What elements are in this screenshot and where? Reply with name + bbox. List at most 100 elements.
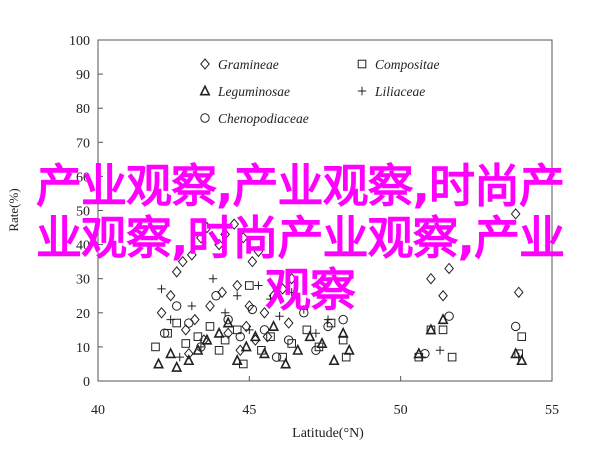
- point-plus: [435, 346, 445, 355]
- point-square: [214, 346, 224, 355]
- point-triangle: [343, 343, 355, 355]
- point-plus: [157, 284, 166, 294]
- point-triangle: [280, 357, 292, 369]
- point-diamond: [247, 255, 258, 268]
- point-square: [205, 322, 215, 331]
- point-diamond: [438, 289, 448, 302]
- x-tick-label: 45: [242, 403, 256, 418]
- point-triangle: [316, 337, 328, 348]
- legend-marker-square: [357, 59, 367, 69]
- point-circle: [184, 318, 194, 328]
- legend-label-compositae: Compositae: [375, 57, 440, 72]
- point-circle: [271, 352, 282, 362]
- point-square: [220, 335, 230, 345]
- point-plus: [208, 274, 218, 283]
- point-triangle: [153, 357, 165, 369]
- point-diamond: [513, 286, 524, 299]
- point-diamond: [229, 218, 240, 230]
- point-circle: [444, 311, 454, 321]
- point-plus: [254, 281, 263, 290]
- point-circle: [420, 349, 430, 359]
- point-circle: [283, 335, 294, 345]
- point-plus: [196, 342, 206, 352]
- watermark-line-1: 产业观察,产业观察,时尚产: [36, 159, 565, 213]
- point-plus: [166, 315, 175, 324]
- legend-label-leguminosae: Leguminosae: [217, 84, 290, 99]
- point-diamond: [232, 279, 243, 292]
- point-triangle: [249, 330, 261, 342]
- point-square: [517, 332, 527, 341]
- legend-marker-plus: [357, 86, 367, 96]
- point-circle: [510, 321, 521, 332]
- point-plus: [287, 288, 296, 297]
- point-plus: [311, 329, 321, 338]
- point-square: [181, 339, 191, 348]
- y-tick-label: 20: [76, 307, 90, 322]
- series-chenopodiaceae: [159, 291, 521, 362]
- point-triangle: [183, 354, 195, 366]
- point-square: [266, 332, 275, 341]
- point-plus: [514, 352, 523, 362]
- point-triangle: [258, 347, 270, 359]
- point-triangle: [328, 354, 340, 366]
- point-triangle: [292, 343, 304, 355]
- x-axis: 40 45 50 55: [91, 376, 559, 418]
- point-circle: [159, 328, 170, 338]
- y-tick-label: 100: [69, 34, 90, 49]
- point-square: [151, 342, 160, 352]
- point-diamond: [286, 272, 297, 285]
- point-square: [447, 352, 457, 362]
- point-plus: [266, 294, 275, 304]
- watermark-line-2: 业观察,时尚产业观察,产业: [36, 211, 565, 265]
- point-plus: [220, 308, 230, 317]
- point-diamond: [220, 228, 230, 241]
- legend-label-chenopodiaceae: Chenopodiaceae: [218, 111, 309, 126]
- point-diamond: [241, 320, 252, 333]
- point-diamond: [217, 286, 227, 299]
- y-tick-label: 0: [83, 375, 90, 390]
- point-diamond: [510, 208, 521, 220]
- point-plus: [233, 291, 242, 300]
- point-triangle: [268, 319, 280, 331]
- point-diamond: [165, 289, 176, 302]
- legend-label-liliaceae: Liliaceae: [374, 84, 425, 99]
- legend-marker-diamond: [200, 58, 210, 70]
- point-diamond: [186, 249, 197, 261]
- point-diamond: [196, 232, 206, 244]
- point-diamond: [277, 283, 288, 295]
- point-triangle: [437, 313, 449, 325]
- point-diamond: [177, 255, 188, 268]
- point-plus: [175, 352, 184, 362]
- point-plus: [187, 301, 197, 311]
- point-diamond: [259, 307, 270, 319]
- y-tick-label: 60: [76, 170, 90, 185]
- point-square: [438, 325, 448, 335]
- point-triangle: [222, 316, 234, 328]
- point-square: [163, 328, 172, 338]
- point-diamond: [202, 221, 212, 234]
- point-diamond: [253, 245, 264, 258]
- point-diamond: [214, 238, 224, 251]
- point-triangle: [192, 343, 204, 355]
- point-diamond: [171, 266, 182, 278]
- point-square: [193, 332, 203, 341]
- y-tick-label: 70: [76, 136, 90, 151]
- point-square: [245, 281, 254, 290]
- point-diamond: [199, 334, 209, 346]
- point-plus: [245, 325, 254, 335]
- point-square: [287, 339, 297, 348]
- legend-marker-circle: [200, 113, 210, 123]
- legend-marker-triangle: [199, 84, 211, 96]
- point-circle: [171, 301, 182, 311]
- point-circle: [299, 308, 309, 318]
- point-circle: [223, 314, 233, 325]
- point-circle: [311, 345, 321, 356]
- legend: Gramineae Compositae Leguminosae Liliaceae C…: [199, 57, 440, 126]
- data-points: [151, 208, 528, 372]
- point-triangle: [231, 354, 243, 366]
- y-axis: 0 10 20 30 40 50 60 70 80 90 100: [69, 34, 103, 390]
- point-diamond: [238, 232, 249, 244]
- point-diamond: [180, 324, 191, 336]
- y-tick-label: 40: [76, 239, 90, 254]
